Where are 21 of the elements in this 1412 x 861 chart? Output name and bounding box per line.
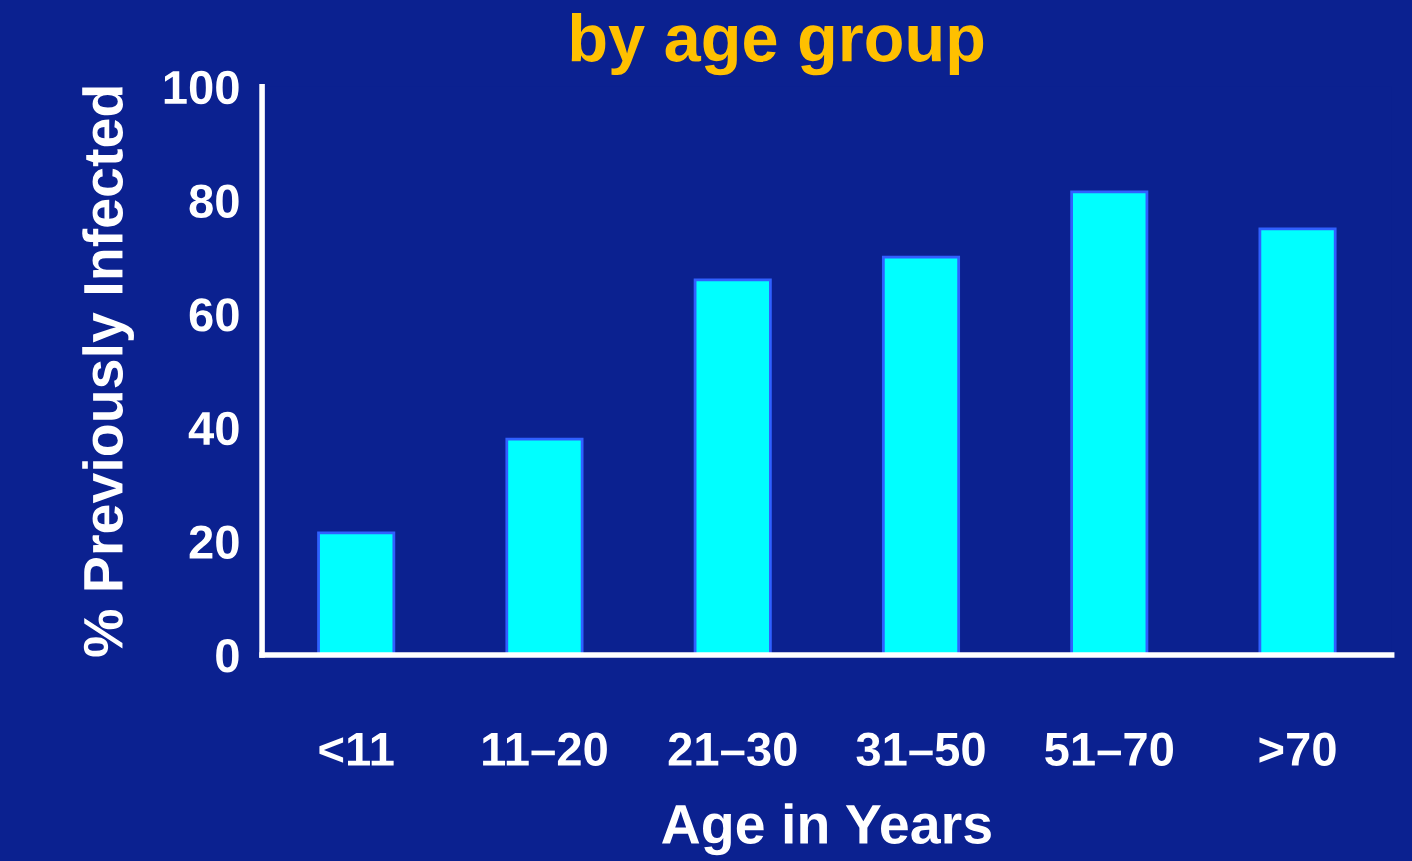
bar (693, 278, 772, 655)
x-tick-label: >70 (1259, 732, 1336, 767)
y-tick-label: 40 (188, 411, 239, 446)
y-axis-title: % Previously Infected (82, 87, 134, 657)
x-axis-title: Age in Years (661, 803, 991, 856)
x-tick-label: <11 (319, 733, 394, 766)
x-tick-label: 51–70 (1045, 732, 1173, 767)
bar (505, 437, 584, 655)
y-tick-label: 80 (189, 184, 239, 218)
bar (1258, 227, 1337, 655)
x-tick-label: 31–50 (856, 732, 985, 767)
y-tick-label: 100 (164, 70, 239, 105)
y-tick-label: 0 (216, 639, 239, 673)
x-tick-label: 11–20 (483, 732, 607, 767)
bar (881, 255, 961, 655)
y-tick-label: 20 (189, 525, 239, 559)
chart-title: by age group (571, 12, 984, 76)
bar (1070, 190, 1149, 655)
y-tick-label: 60 (189, 298, 239, 332)
x-tick-label: 21–30 (668, 732, 797, 767)
bar (317, 531, 396, 655)
